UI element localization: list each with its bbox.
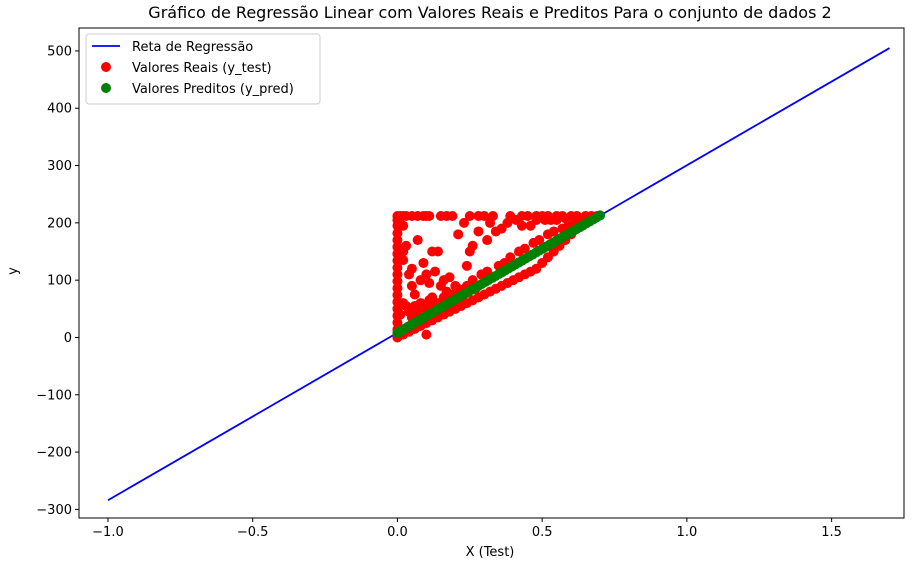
real-value-point [392, 235, 403, 246]
real-value-point [398, 220, 409, 231]
x-tick-label: −0.5 [237, 525, 269, 540]
real-value-point [551, 214, 562, 225]
legend-box [85, 33, 321, 105]
real-value-point [398, 255, 409, 266]
real-value-point [516, 220, 527, 231]
real-value-point [421, 269, 432, 280]
real-value-point [505, 252, 516, 263]
real-value-point [395, 309, 406, 320]
y-axis-label: y [6, 267, 21, 275]
real-value-point [522, 210, 533, 221]
real-value-point [447, 210, 458, 221]
real-value-point [473, 226, 484, 237]
legend-marker-swatch [101, 83, 111, 93]
real-value-point [459, 217, 469, 228]
real-value-point [406, 263, 417, 274]
real-value-point [548, 226, 559, 237]
real-value-point [412, 235, 423, 246]
y-tick-label: −200 [36, 446, 72, 461]
real-value-point [409, 289, 420, 300]
legend-label: Reta de Regressão [132, 40, 253, 55]
y-tick-label: −300 [36, 503, 72, 518]
real-value-point [479, 210, 490, 221]
real-value-point [392, 228, 403, 239]
real-value-point [453, 229, 464, 240]
axis-ticks: −1.0 −0.5 0.0 0.5 1.0 1.5 500 400 300 200 100 0 −100… [36, 44, 842, 540]
x-tick-label: 0.0 [387, 525, 408, 540]
real-value-point [401, 240, 412, 251]
y-tick-label: 500 [47, 44, 72, 59]
real-value-point [485, 217, 496, 228]
x-tick-label: 1.5 [821, 525, 842, 540]
real-value-point [531, 214, 542, 225]
real-value-point [392, 276, 403, 287]
real-value-point [392, 317, 403, 328]
real-value-point [421, 329, 432, 340]
real-value-point [534, 235, 545, 246]
real-value-point [418, 257, 429, 268]
real-value-point [392, 283, 403, 294]
y-tick-label: 300 [47, 159, 72, 174]
real-value-point [464, 210, 475, 221]
real-value-point [430, 266, 441, 277]
y-tick-label: 400 [47, 102, 72, 117]
chart-title: Gráfico de Regressão Linear com Valores … [148, 3, 831, 22]
real-value-point [392, 269, 403, 280]
legend-marker-swatch [101, 62, 111, 72]
real-value-point [392, 290, 403, 301]
legend: Reta de Regressão Valores Reais (y_test) V… [85, 33, 321, 105]
real-value-point [424, 210, 435, 221]
y-tick-label: 0 [64, 331, 72, 346]
real-value-point [467, 240, 478, 251]
real-value-point [406, 280, 417, 291]
real-value-point [461, 260, 472, 271]
x-tick-label: −1.0 [92, 525, 124, 540]
x-tick-label: 0.5 [532, 525, 553, 540]
y-tick-label: 100 [47, 274, 72, 289]
legend-label: Valores Reais (y_test) [132, 61, 272, 76]
real-value-point [502, 217, 513, 228]
real-value-point [519, 243, 530, 254]
real-value-point [482, 235, 493, 246]
plot-frame [78, 27, 905, 519]
x-axis-label: X (Test) [466, 545, 515, 560]
real-value-point [412, 306, 423, 317]
real-value-point [392, 262, 403, 273]
real-value-point [424, 278, 435, 289]
legend-label: Valores Preditos (y_pred) [132, 82, 294, 97]
real-value-point [432, 246, 443, 257]
real-value-point [444, 272, 455, 283]
y-tick-label: −100 [36, 388, 72, 403]
plot-area [107, 47, 890, 502]
x-tick-label: 1.0 [677, 525, 698, 540]
predicted-value-point [595, 210, 606, 221]
y-tick-label: 200 [47, 216, 72, 231]
